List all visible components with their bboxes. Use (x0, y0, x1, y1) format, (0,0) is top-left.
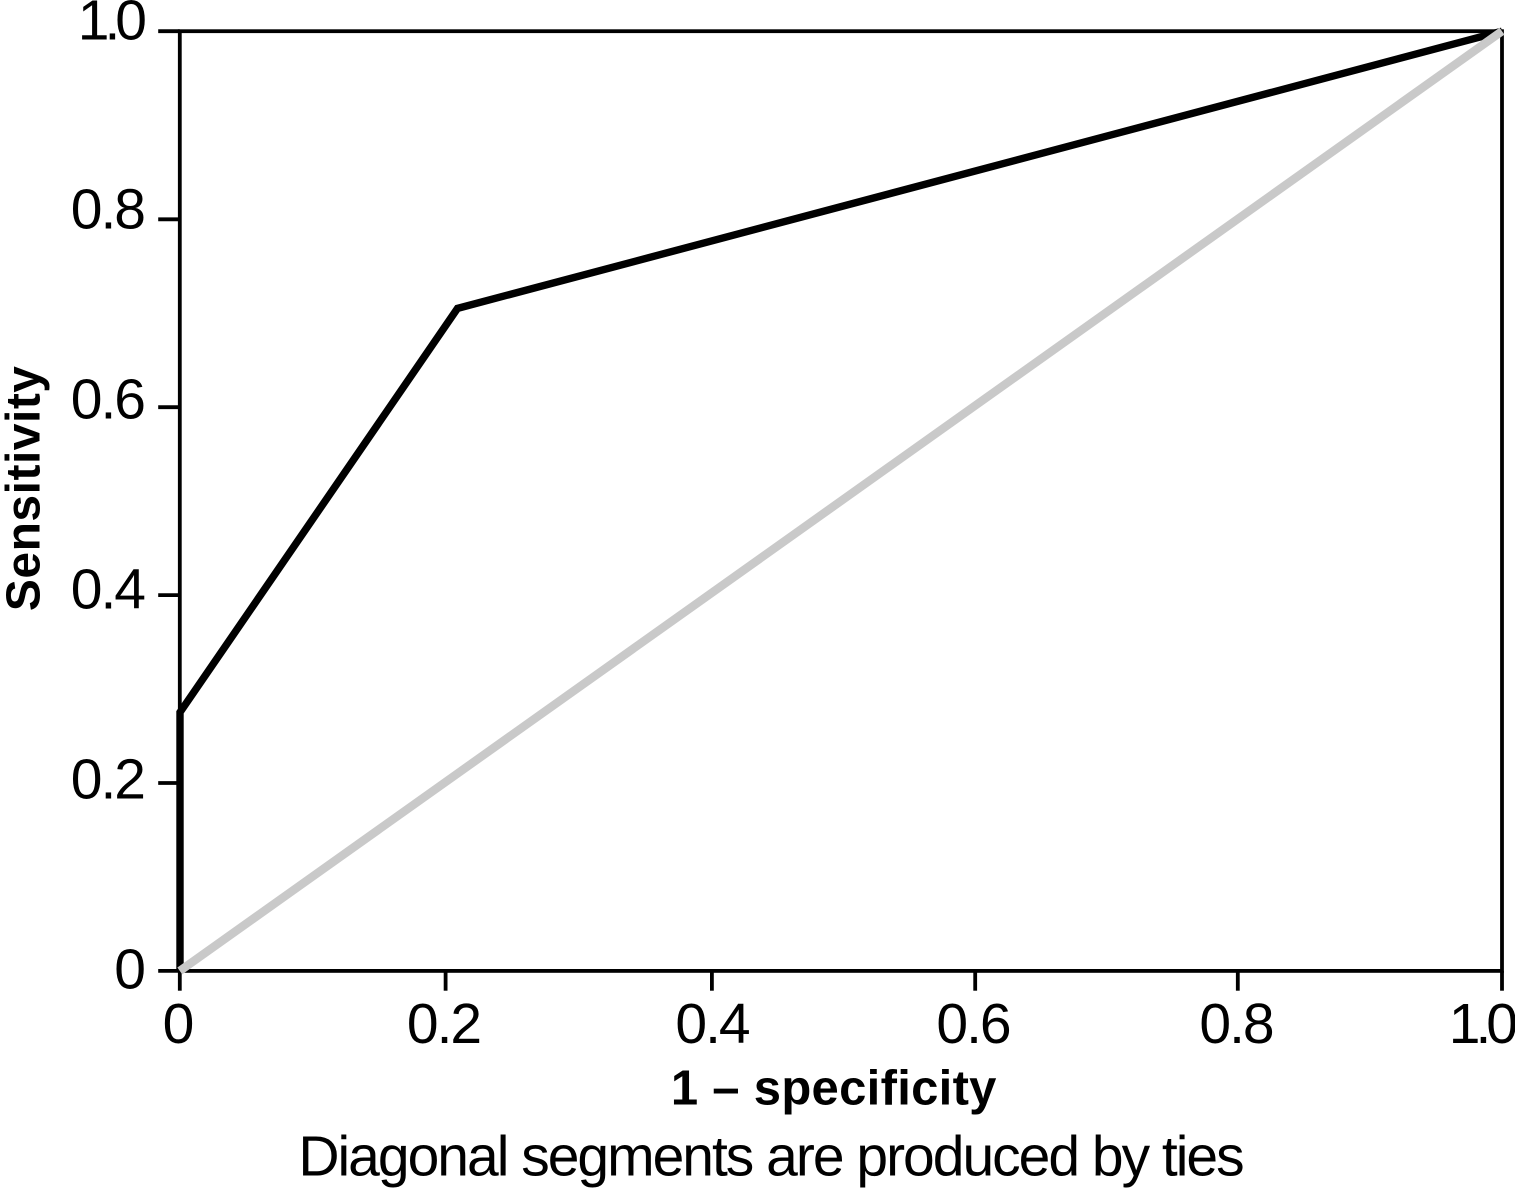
svg-text:0.2: 0.2 (71, 747, 144, 811)
svg-text:0: 0 (114, 937, 144, 1001)
svg-text:0.4: 0.4 (675, 992, 750, 1056)
svg-text:0.8: 0.8 (1199, 992, 1273, 1056)
svg-text:1.0: 1.0 (1449, 992, 1515, 1056)
svg-text:0: 0 (163, 992, 193, 1056)
svg-text:0.4: 0.4 (71, 557, 146, 621)
svg-text:Diagonal segments are produced: Diagonal segments are produced by ties (298, 1124, 1243, 1188)
svg-text:0.6: 0.6 (936, 992, 1010, 1056)
svg-text:1.0: 1.0 (78, 0, 146, 52)
svg-text:Sensitivity: Sensitivity (0, 366, 51, 612)
svg-text:0.2: 0.2 (407, 992, 480, 1056)
svg-text:0.6: 0.6 (71, 367, 145, 431)
svg-text:0.8: 0.8 (71, 177, 145, 241)
svg-text:1 – specificity: 1 – specificity (671, 1061, 997, 1115)
